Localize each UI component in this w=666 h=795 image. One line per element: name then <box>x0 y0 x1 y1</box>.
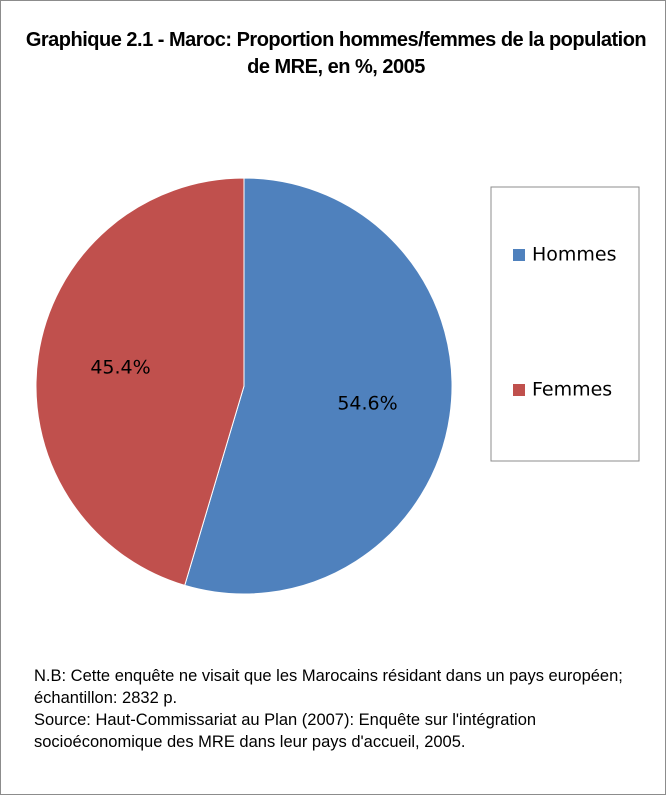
pie-slice <box>184 177 453 595</box>
legend-label: Hommes <box>532 244 617 266</box>
legend-swatch <box>513 249 525 261</box>
pie-slice <box>35 177 245 586</box>
notes: N.B: Cette enquête ne visait que les Mar… <box>34 665 654 753</box>
note: N.B: Cette enquête ne visait que les Mar… <box>34 667 623 707</box>
legend-label: Femmes <box>532 379 612 401</box>
legend-swatch <box>513 384 525 396</box>
chart-title: Graphique 2.1 - Maroc: Proportion hommes… <box>25 29 647 78</box>
note: Source: Haut-Commissariat au Plan (2007)… <box>34 711 537 751</box>
data-label: 54.6% <box>337 392 397 414</box>
legend-box <box>490 186 640 462</box>
data-label: 45.4% <box>90 357 150 379</box>
